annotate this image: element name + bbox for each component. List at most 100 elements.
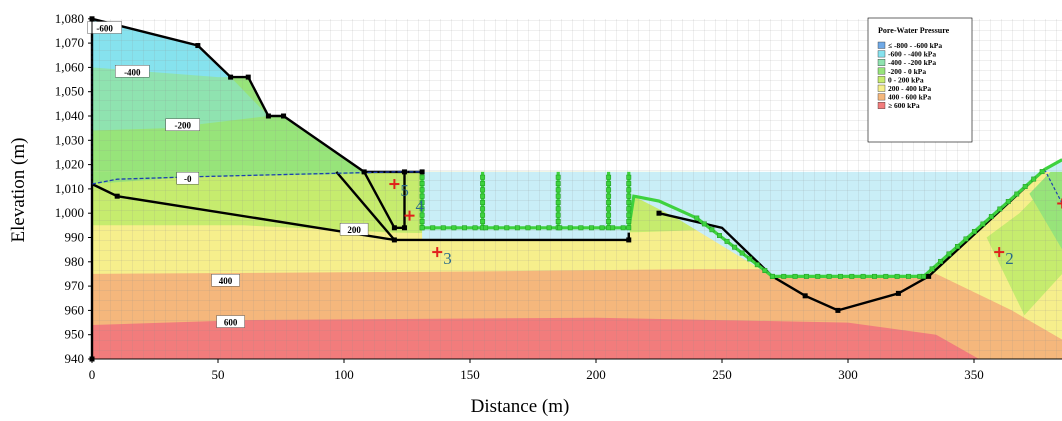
y-tick-label: 980 bbox=[65, 254, 85, 269]
legend: Pore-Water Pressure ≤ -800 - -600 kPa-600… bbox=[867, 17, 973, 143]
drain-node bbox=[938, 258, 943, 264]
contour-label-box bbox=[176, 171, 199, 185]
legend-swatch bbox=[877, 93, 886, 101]
x-tick-label: 200 bbox=[586, 367, 606, 382]
drain-node bbox=[837, 273, 843, 279]
drain-node bbox=[493, 225, 499, 231]
contour-label-box bbox=[216, 315, 245, 328]
drain-node bbox=[626, 181, 632, 187]
drain-node bbox=[419, 193, 425, 199]
drain-node bbox=[963, 236, 969, 242]
contour-label-box bbox=[115, 65, 150, 78]
y-tick-label: 1,050 bbox=[55, 84, 84, 99]
drain-node bbox=[883, 273, 889, 279]
drain-node bbox=[717, 233, 722, 239]
drain-node bbox=[921, 273, 927, 279]
drain-node bbox=[480, 206, 486, 212]
drain-node bbox=[606, 181, 612, 187]
drain-node bbox=[480, 174, 486, 180]
y-tick-label: 1,040 bbox=[55, 108, 84, 123]
vertex-marker bbox=[195, 43, 201, 49]
vertex-marker bbox=[245, 74, 251, 80]
drain-node bbox=[872, 273, 877, 279]
drain-node bbox=[480, 200, 486, 205]
drain-node bbox=[606, 206, 612, 212]
drain-node bbox=[480, 219, 486, 224]
drain-node bbox=[1014, 191, 1020, 197]
y-tick-label: 970 bbox=[65, 278, 85, 293]
contour-label-text: 600 bbox=[224, 318, 238, 328]
piezometric-right-line bbox=[1044, 169, 1062, 204]
vertex-marker bbox=[656, 210, 662, 216]
vertex-marker bbox=[835, 307, 841, 313]
legend-swatch bbox=[877, 84, 886, 92]
legend-entry-label: -400 - -200 kPa bbox=[888, 58, 936, 67]
drain-node bbox=[849, 273, 855, 279]
inner-slope-line bbox=[335, 171, 396, 241]
drain-node bbox=[606, 187, 612, 193]
drain-node bbox=[894, 273, 900, 279]
drain-node bbox=[1022, 184, 1028, 190]
drain-node bbox=[555, 187, 561, 193]
vertex-marker bbox=[265, 113, 271, 119]
contour-label: -200 bbox=[165, 118, 200, 131]
drain-node bbox=[419, 212, 425, 218]
contour-label-text: -600 bbox=[96, 24, 113, 34]
contour-label: 200 bbox=[339, 223, 369, 236]
drain-node bbox=[546, 225, 552, 231]
drain-node bbox=[483, 225, 489, 231]
drain-node bbox=[626, 174, 632, 180]
drain-node bbox=[1039, 169, 1045, 175]
monitoring-point-4: 4 bbox=[404, 197, 425, 221]
drain-node bbox=[451, 225, 457, 231]
vertex-marker bbox=[626, 237, 632, 243]
vertex-marker bbox=[391, 225, 397, 231]
monitoring-point-3: 3 bbox=[432, 247, 452, 268]
contour-label-text: 400 bbox=[219, 276, 233, 286]
legend-swatch bbox=[877, 76, 886, 84]
drain-node bbox=[724, 238, 730, 244]
drain-node bbox=[599, 225, 605, 231]
drain-node bbox=[480, 212, 486, 218]
vertex-marker bbox=[228, 74, 234, 80]
drain-node bbox=[955, 243, 960, 249]
point-number: 5 bbox=[400, 181, 409, 200]
drain-node bbox=[739, 250, 745, 256]
legend-swatch bbox=[877, 50, 886, 58]
y-tick-label: 1,030 bbox=[55, 132, 84, 147]
drain-node bbox=[769, 273, 775, 279]
y-tick-label: 1,010 bbox=[55, 181, 84, 196]
vertex-marker bbox=[802, 293, 808, 299]
monitoring-point-1: 1 bbox=[1057, 198, 1062, 209]
drain-node bbox=[626, 212, 632, 218]
y-tick-label: 1,080 bbox=[55, 11, 84, 26]
x-axis-title: Distance (m) bbox=[471, 396, 570, 417]
legend-entry-label: 0 - 200 kPa bbox=[888, 75, 924, 84]
drain-node bbox=[462, 225, 467, 231]
x-tick-label: 350 bbox=[964, 367, 984, 382]
contour-label-box bbox=[165, 118, 200, 131]
vertex-marker bbox=[419, 169, 425, 175]
vertex-marker bbox=[361, 169, 367, 175]
contour-labels: -600 -400 -200 -0 200 400 600 bbox=[87, 21, 369, 328]
vertex-marker bbox=[926, 273, 932, 279]
y-tick-label: 990 bbox=[65, 230, 85, 245]
drain-node bbox=[606, 219, 612, 224]
drain-node bbox=[754, 262, 760, 268]
drain-node bbox=[419, 200, 425, 205]
point-number: 2 bbox=[1005, 249, 1014, 268]
drain-node bbox=[555, 181, 561, 187]
drain-node bbox=[971, 229, 977, 234]
x-tick-label: 150 bbox=[460, 367, 480, 382]
drain-node bbox=[555, 200, 561, 205]
y-tick-label: 1,020 bbox=[55, 157, 84, 172]
contour-label: -0 bbox=[176, 171, 199, 185]
vertex-marker bbox=[281, 113, 287, 119]
legend-entry-label: ≤ -800 - -600 kPa bbox=[888, 41, 942, 50]
drain-node bbox=[709, 227, 715, 233]
drain-node bbox=[419, 174, 425, 180]
drain-node bbox=[555, 219, 561, 224]
vertex-marker bbox=[391, 237, 397, 243]
legend-box bbox=[867, 17, 973, 143]
